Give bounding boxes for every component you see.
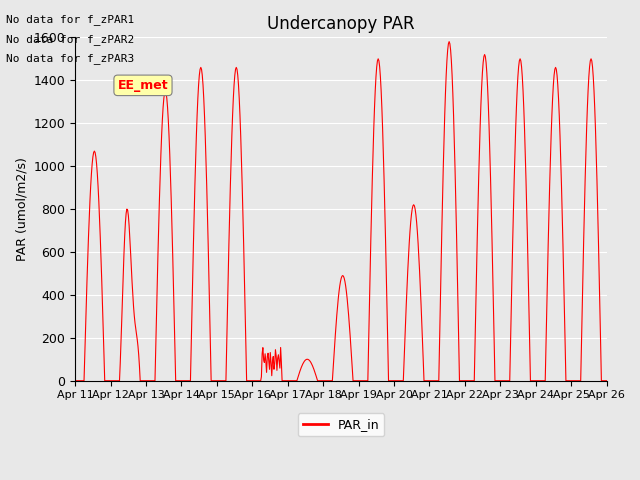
Title: Undercanopy PAR: Undercanopy PAR — [267, 15, 415, 33]
Legend: PAR_in: PAR_in — [298, 413, 384, 436]
Y-axis label: PAR (umol/m2/s): PAR (umol/m2/s) — [15, 157, 28, 261]
Text: No data for f_zPAR3: No data for f_zPAR3 — [6, 53, 134, 64]
Text: No data for f_zPAR1: No data for f_zPAR1 — [6, 14, 134, 25]
Text: No data for f_zPAR2: No data for f_zPAR2 — [6, 34, 134, 45]
Text: EE_met: EE_met — [118, 79, 168, 92]
